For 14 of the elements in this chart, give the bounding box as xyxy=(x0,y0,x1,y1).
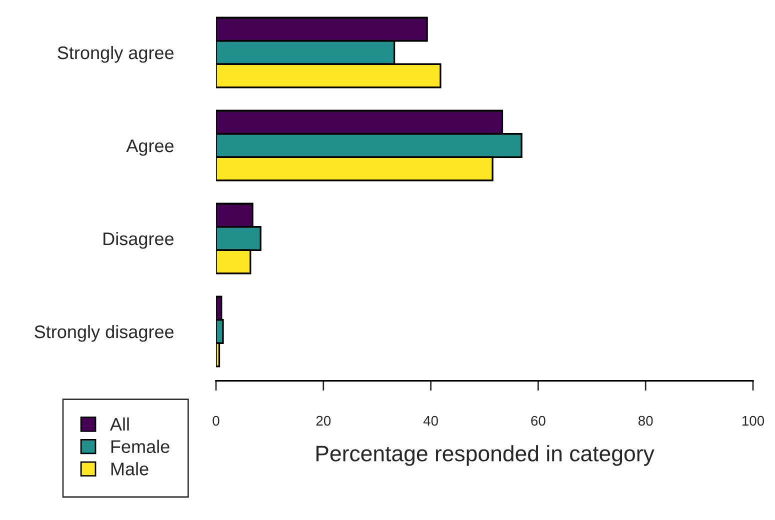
x-axis-title: Percentage responded in category xyxy=(316,445,654,466)
x-tick-label: 20 xyxy=(316,416,331,426)
y-tick-label: Strongly agree xyxy=(58,46,174,63)
legend-label: Female xyxy=(111,440,170,454)
y-tick-label: Strongly disagree xyxy=(34,324,174,342)
y-tick-label: Agree xyxy=(126,140,174,156)
x-tick-label: 100 xyxy=(742,416,764,426)
x-tick-label: 0 xyxy=(212,416,220,426)
x-tick-label: 60 xyxy=(531,416,546,426)
legend-label: Male xyxy=(111,462,148,476)
y-tick-label: Disagree xyxy=(104,232,174,249)
x-tick-label: 40 xyxy=(423,416,438,426)
legend-label: All xyxy=(110,417,129,431)
x-tick-label: 80 xyxy=(638,416,653,426)
